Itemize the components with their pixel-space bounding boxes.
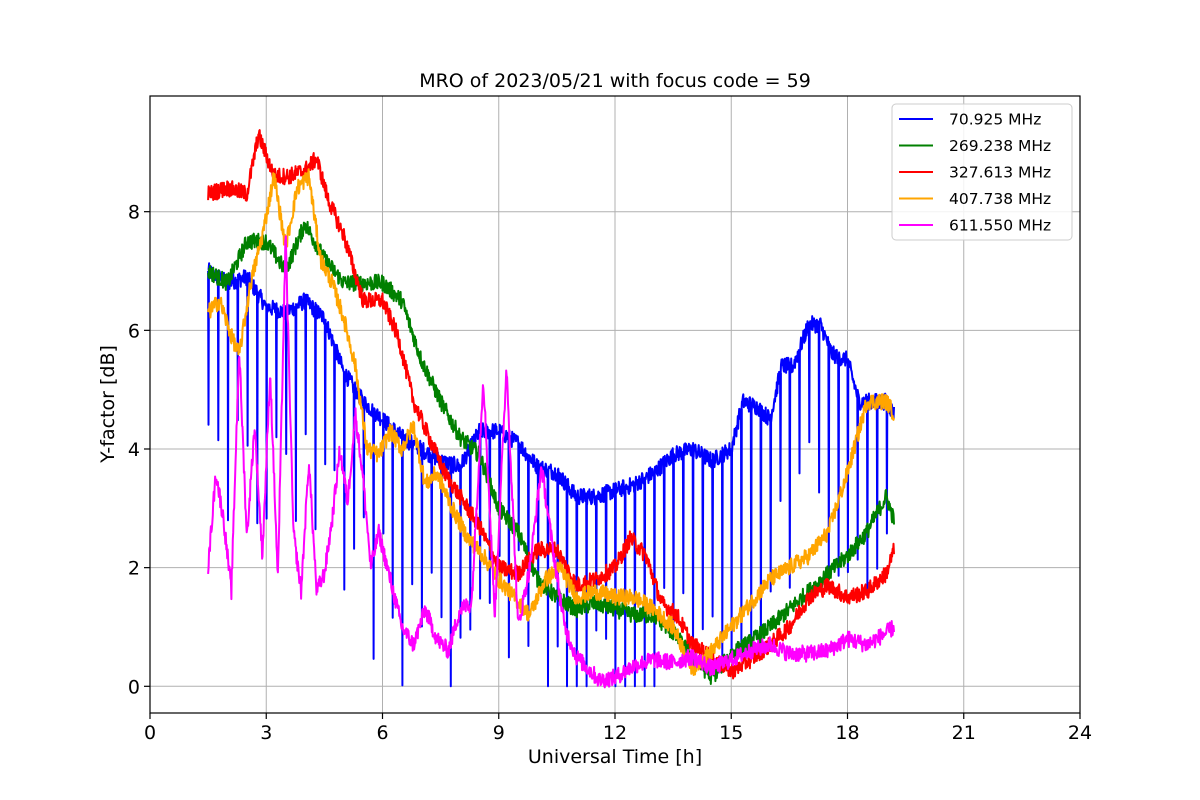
x-tick-label: 6 <box>376 722 388 744</box>
legend-label: 611.550 MHz <box>949 217 1051 235</box>
y-axis-ticks: 0 2 4 6 8 <box>128 202 150 698</box>
y-tick-label: 8 <box>128 202 140 224</box>
x-tick-label: 0 <box>144 722 156 744</box>
x-tick-label: 9 <box>493 722 505 744</box>
y-tick-label: 4 <box>128 439 140 461</box>
legend-label: 407.738 MHz <box>949 190 1051 208</box>
x-axis-ticks: 0 3 6 9 12 15 18 21 24 <box>144 713 1092 744</box>
chart-title: MRO of 2023/05/21 with focus code = 59 <box>419 70 811 92</box>
x-tick-label: 18 <box>835 722 859 744</box>
legend-label: 269.238 MHz <box>949 137 1051 155</box>
x-tick-label: 12 <box>603 722 627 744</box>
x-tick-label: 24 <box>1068 722 1092 744</box>
y-tick-label: 0 <box>128 676 140 698</box>
x-tick-label: 3 <box>260 722 272 744</box>
legend: 70.925 MHz 269.238 MHz 327.613 MHz 407.738 … <box>891 103 1073 241</box>
x-tick-label: 21 <box>952 722 976 744</box>
x-axis-label: Universal Time [h] <box>528 746 702 768</box>
series-line-1 <box>207 262 895 688</box>
series-line-4 <box>207 168 895 676</box>
y-tick-label: 2 <box>128 558 140 580</box>
legend-label: 327.613 MHz <box>949 164 1051 182</box>
y-tick-label: 6 <box>128 320 140 342</box>
y-axis-label: Y-factor [dB] <box>97 345 119 464</box>
x-tick-label: 15 <box>719 722 743 744</box>
legend-label: 70.925 MHz <box>949 111 1041 129</box>
legend-box <box>891 103 1073 241</box>
series-line-5 <box>207 235 895 689</box>
series-line-3 <box>207 129 895 680</box>
series-group <box>207 129 895 689</box>
